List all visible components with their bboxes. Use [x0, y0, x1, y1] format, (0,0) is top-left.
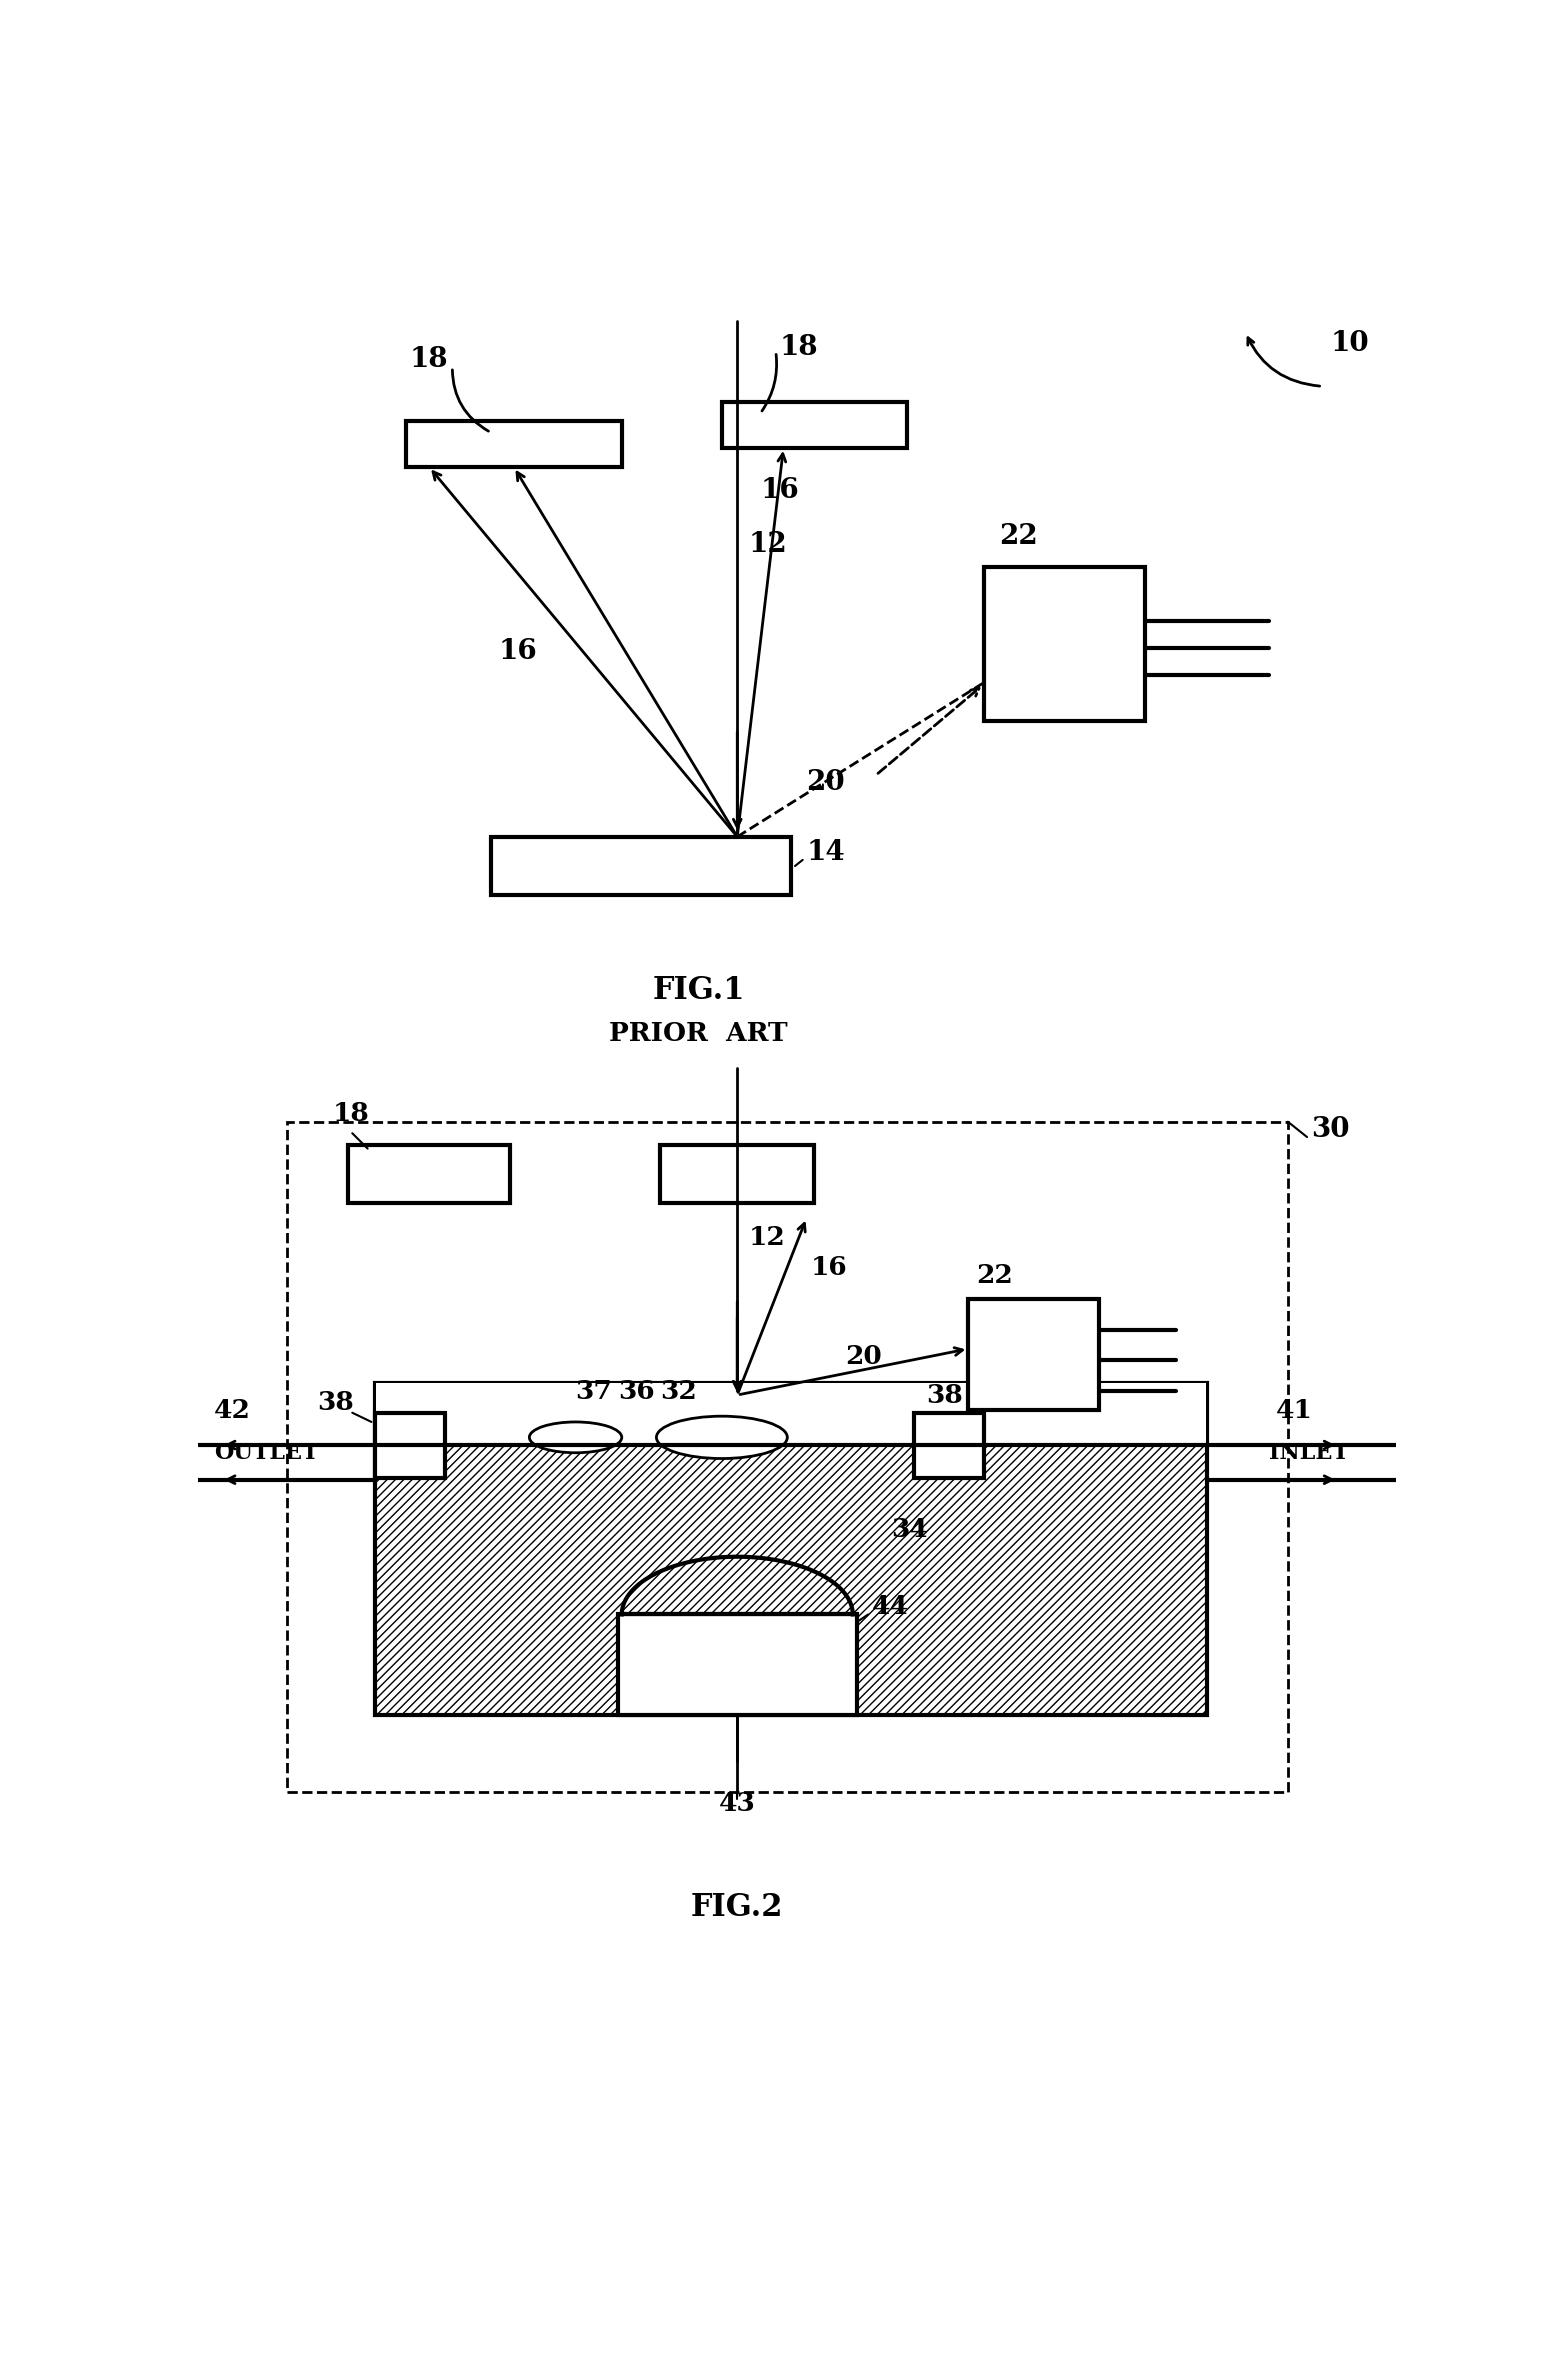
Text: 30: 30 — [1311, 1115, 1350, 1144]
Text: 37: 37 — [575, 1379, 613, 1405]
Text: 32: 32 — [661, 1379, 697, 1405]
Text: 42: 42 — [213, 1398, 250, 1424]
Text: 38: 38 — [925, 1384, 963, 1407]
Text: 16: 16 — [810, 1257, 847, 1280]
Text: OUTLET: OUTLET — [213, 1442, 319, 1464]
Bar — [984, 567, 1146, 722]
Ellipse shape — [656, 1417, 787, 1459]
Text: 44: 44 — [872, 1595, 910, 1619]
Text: 34: 34 — [891, 1518, 928, 1541]
Text: 41: 41 — [1277, 1398, 1312, 1424]
Text: 22: 22 — [977, 1264, 1012, 1287]
Bar — [376, 1384, 1207, 1445]
Text: FIG.2: FIG.2 — [690, 1892, 784, 1922]
Bar — [491, 838, 791, 894]
Text: 12: 12 — [750, 532, 787, 558]
Bar — [406, 421, 622, 468]
Bar — [722, 402, 907, 447]
Bar — [375, 1384, 1207, 1715]
Text: 43: 43 — [718, 1791, 756, 1817]
Text: 36: 36 — [617, 1379, 655, 1405]
Bar — [375, 1412, 445, 1478]
Bar — [914, 1412, 984, 1478]
Text: 18: 18 — [333, 1101, 370, 1127]
Text: PRIOR  ART: PRIOR ART — [610, 1021, 788, 1045]
Bar — [969, 1299, 1099, 1409]
Text: 14: 14 — [807, 838, 846, 866]
Text: 10: 10 — [1330, 329, 1368, 358]
Text: 22: 22 — [998, 522, 1037, 551]
Text: 18: 18 — [411, 346, 449, 372]
Text: 20: 20 — [807, 769, 846, 795]
Bar — [375, 1384, 1207, 1715]
Bar — [661, 1146, 815, 1202]
Bar — [348, 1146, 510, 1202]
Text: 20: 20 — [844, 1344, 882, 1369]
Text: 18: 18 — [779, 334, 818, 362]
Text: 16: 16 — [499, 638, 538, 666]
Text: INLET: INLET — [1269, 1442, 1348, 1464]
Bar — [286, 1122, 1288, 1791]
Text: 16: 16 — [760, 478, 799, 504]
Ellipse shape — [529, 1421, 622, 1452]
Text: 12: 12 — [750, 1224, 785, 1249]
Bar — [617, 1614, 857, 1715]
Text: 38: 38 — [317, 1391, 355, 1414]
Text: FIG.1: FIG.1 — [653, 974, 745, 1007]
